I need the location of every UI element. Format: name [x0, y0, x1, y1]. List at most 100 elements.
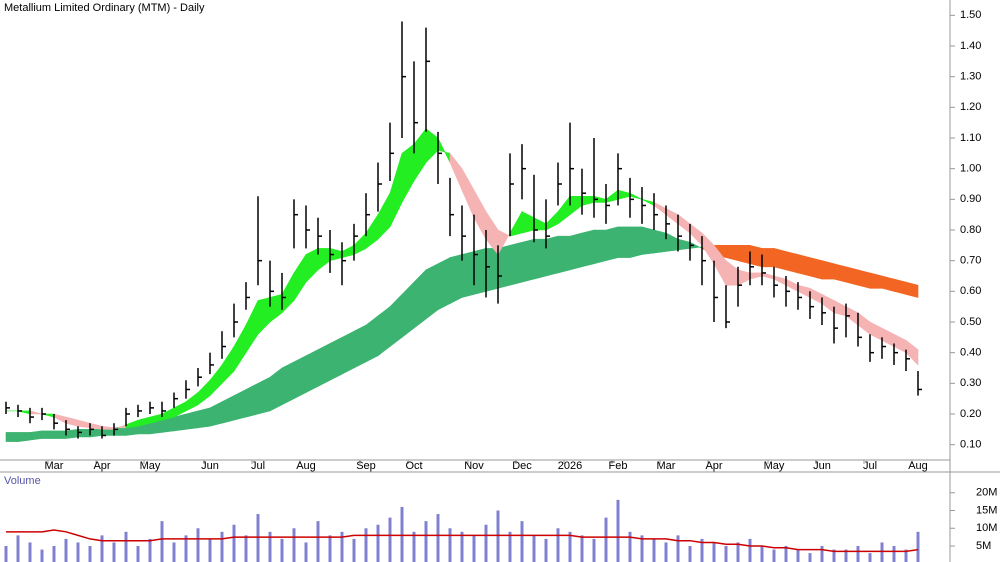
plot: 0.10 0.20 0.30 0.40 0.50 0.60 0.70 0.80 0.90 1.00…	[4, 9, 997, 562]
volume-bar	[280, 538, 284, 562]
ribbon-segment	[545, 235, 559, 277]
ribbon-segment	[521, 238, 535, 283]
volume-bar	[388, 517, 392, 562]
volume-bar	[172, 542, 176, 562]
volume-bar	[688, 546, 692, 562]
x-tick-label: Jul	[251, 460, 265, 472]
y-tick-label: 0.50	[960, 316, 981, 328]
volume-bar	[352, 538, 356, 562]
volume-bar	[400, 506, 404, 562]
x-tick-label: Mar	[657, 460, 676, 472]
ribbon-segment	[881, 275, 895, 292]
x-tick-label: Apr	[93, 460, 110, 472]
volume-bar	[340, 531, 344, 562]
volume-bar	[412, 531, 416, 562]
ribbon-segment	[845, 266, 859, 286]
ribbon-segment	[461, 251, 475, 298]
ribbon-segment	[533, 238, 547, 280]
volume-bar	[184, 535, 188, 562]
volume-bar	[640, 535, 644, 562]
ribbon-segment	[653, 229, 667, 254]
volume-bar	[580, 535, 584, 562]
volume-bar	[508, 531, 512, 562]
y-tick-label: 1.30	[960, 71, 981, 83]
ribbon-segment	[785, 251, 799, 274]
volume-bar	[652, 538, 656, 562]
ribbon-segment	[773, 248, 787, 271]
volume-bar	[520, 521, 524, 562]
x-tick-label: Aug	[908, 460, 928, 472]
ribbon-segment	[425, 263, 439, 320]
ribbon-segment	[869, 272, 883, 289]
ribbon-segment	[485, 248, 499, 292]
ribbon-segment	[53, 430, 67, 439]
y-tick-label: 1.50	[960, 9, 981, 21]
chart-title: Metallium Limited Ordinary (MTM) - Daily	[4, 2, 205, 14]
volume-bar	[76, 542, 80, 562]
volume-bar	[376, 524, 380, 562]
volume-bar	[712, 542, 716, 562]
volume-bar	[484, 524, 488, 562]
ribbon-segment	[473, 248, 487, 295]
volume-bar	[244, 535, 248, 562]
volume-bar	[892, 546, 896, 562]
volume-bar	[220, 531, 224, 562]
ribbon-segment	[833, 263, 847, 283]
ribbon-segment	[641, 226, 655, 255]
volume-bar	[232, 524, 236, 562]
ribbon-segment	[329, 336, 343, 381]
volume-bar	[568, 531, 572, 562]
volume-title: Volume	[4, 475, 41, 487]
volume-bar	[16, 535, 20, 562]
volume-bar	[304, 542, 308, 562]
volume-bar	[844, 549, 848, 562]
volume-bar	[604, 517, 608, 562]
volume-bar	[796, 549, 800, 562]
y-tick-label: 1.00	[960, 163, 981, 175]
ribbon-segment	[557, 235, 571, 274]
volume-bar	[868, 553, 872, 562]
volume-bar	[256, 514, 260, 562]
volume-bar	[772, 549, 776, 562]
volume-bar	[496, 510, 500, 562]
x-tick-label: Mar	[45, 460, 64, 472]
ribbon-segment	[629, 226, 643, 258]
volume-bar	[160, 521, 164, 562]
ribbon-segment	[905, 281, 919, 298]
volume-bar	[544, 538, 548, 562]
y-tick-label: 0.80	[960, 224, 981, 236]
ribbon-segment	[905, 339, 919, 366]
ribbon-segment	[293, 355, 307, 400]
volume-bar	[124, 531, 128, 562]
ribbon-segment	[509, 241, 523, 286]
volume-bar	[148, 538, 152, 562]
volume-bar	[28, 542, 32, 562]
volume-bar	[592, 538, 596, 562]
x-tick-label: Nov	[464, 460, 484, 472]
volume-bar	[676, 535, 680, 562]
ribbon-segment	[725, 245, 739, 262]
volume-bar	[724, 546, 728, 562]
volume-bar	[472, 535, 476, 562]
volume-bar	[760, 546, 764, 562]
x-tick-label: Aug	[296, 460, 316, 472]
volume-bar	[316, 521, 320, 562]
ribbon-segment	[185, 410, 199, 430]
volume-bar	[808, 553, 812, 562]
volume-bar	[556, 528, 560, 562]
volume-bar	[736, 542, 740, 562]
volume-bar	[112, 542, 116, 562]
volume-bar	[136, 546, 140, 562]
y-tick-label: 20M	[976, 487, 997, 499]
volume-bar	[364, 528, 368, 562]
y-tick-label: 0.20	[960, 408, 981, 420]
ribbon-segment	[281, 361, 295, 406]
y-tick-label: 0.30	[960, 377, 981, 389]
ribbon-segment	[581, 229, 595, 268]
y-tick-label: 0.60	[960, 285, 981, 297]
ribbon-segment	[317, 342, 331, 387]
x-tick-label: Jun	[201, 460, 219, 472]
volume-bar	[904, 549, 908, 562]
y-tick-label: 1.10	[960, 132, 981, 144]
